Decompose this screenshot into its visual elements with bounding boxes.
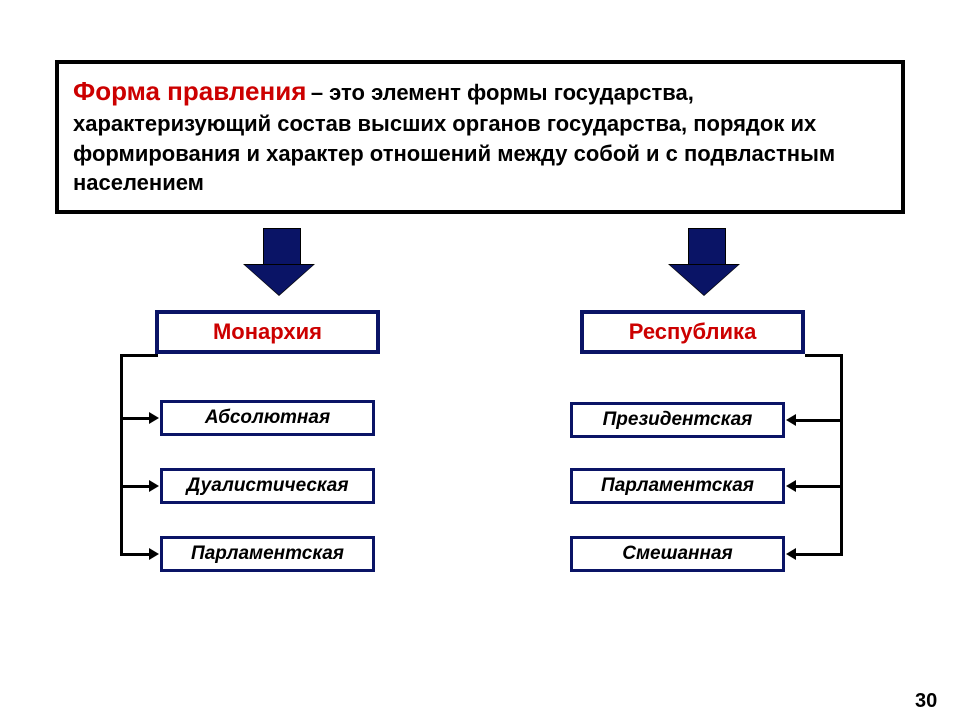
right-cat-stub-h — [805, 354, 843, 357]
monarchy-sub-1: Абсолютная — [160, 400, 375, 436]
definition-title: Форма правления — [73, 76, 306, 106]
monarchy-sub-3: Парламентская — [160, 536, 375, 572]
republic-sub-1: Президентская — [570, 402, 785, 438]
arrow-to-monarchy — [245, 228, 317, 300]
left-b1-arrow — [149, 412, 159, 424]
category-monarchy: Монархия — [155, 310, 380, 354]
arrow-to-republic — [670, 228, 742, 300]
right-b2 — [796, 485, 843, 488]
monarchy-sub-2: Дуалистическая — [160, 468, 375, 504]
left-b2 — [120, 485, 150, 488]
republic-sub-2: Парламентская — [570, 468, 785, 504]
right-b2-arrow — [786, 480, 796, 492]
right-b3 — [796, 553, 843, 556]
category-republic: Республика — [580, 310, 805, 354]
left-b1 — [120, 417, 150, 420]
left-b2-arrow — [149, 480, 159, 492]
republic-sub-3: Смешанная — [570, 536, 785, 572]
left-b3 — [120, 553, 150, 556]
left-trunk — [120, 354, 123, 555]
left-b3-arrow — [149, 548, 159, 560]
right-b1-arrow — [786, 414, 796, 426]
definition-box: Форма правления – это элемент формы госу… — [55, 60, 905, 214]
page-number: 30 — [915, 690, 937, 713]
right-trunk — [840, 354, 843, 555]
right-b3-arrow — [786, 548, 796, 560]
right-b1 — [796, 419, 843, 422]
left-cat-stub-h — [120, 354, 158, 357]
